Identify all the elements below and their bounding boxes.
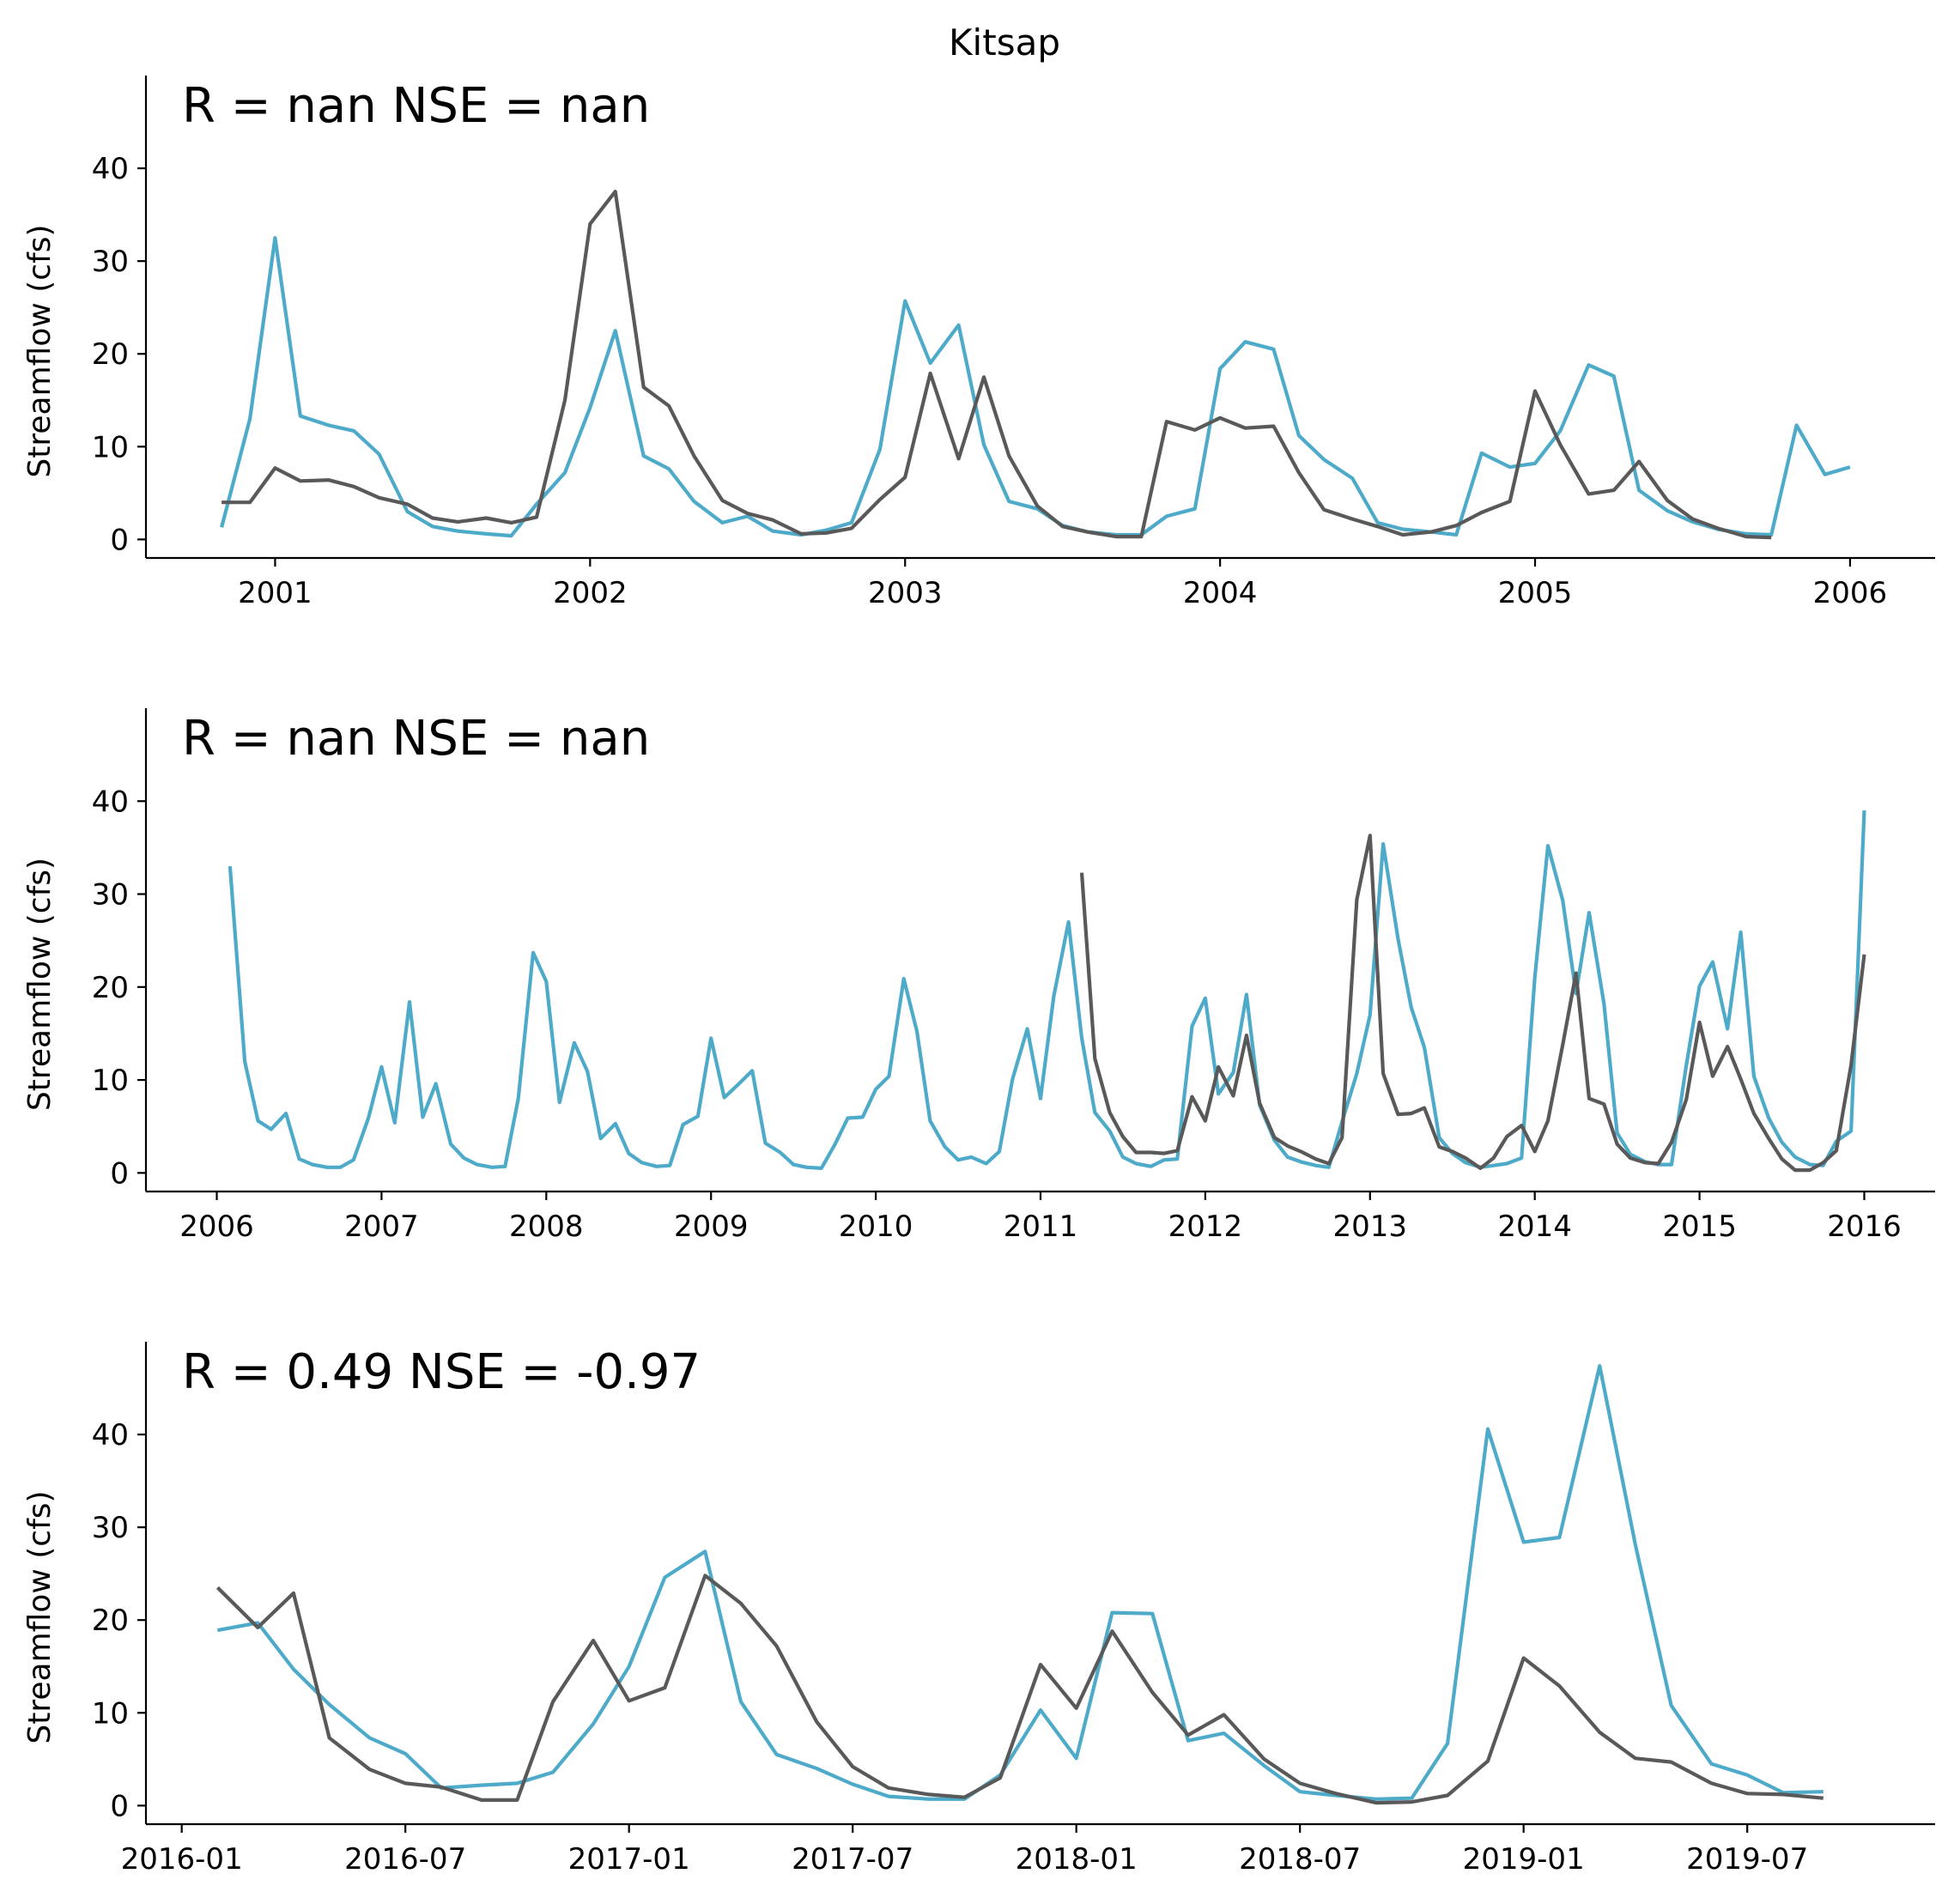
chart-panel-3: 0 10 20 30 40 2016-01 2016-07 2017-01 2017-07 201… xyxy=(22,1342,1935,1877)
chart-panel-1: 0 10 20 30 40 2001 2002 2003 2004 2005 2006 Streamf… xyxy=(22,76,1935,610)
y-tick-label: 30 xyxy=(92,878,129,913)
x-tick-label: 2011 xyxy=(1004,1210,1078,1244)
x-tick-label: 2013 xyxy=(1333,1210,1408,1244)
y-tick-label: 40 xyxy=(92,152,129,186)
y-tick-label: 40 xyxy=(92,1418,129,1452)
x-tick-label: 2019-07 xyxy=(1686,1842,1808,1877)
series-line-observed xyxy=(215,1574,1824,1805)
y-tick-label: 10 xyxy=(92,1064,129,1098)
x-tick-label: 2002 xyxy=(553,576,628,610)
x-tick-label: 2019-01 xyxy=(1463,1842,1585,1877)
y-tick-label: 40 xyxy=(92,785,129,819)
x-tick-label: 2006 xyxy=(1813,576,1888,610)
series-line-simulated xyxy=(217,1363,1824,1801)
y-tick-label: 30 xyxy=(92,1511,129,1545)
stats-annotation: R = nan NSE = nan xyxy=(182,78,650,134)
stats-annotation: R = 0.49 NSE = -0.97 xyxy=(182,1344,701,1400)
x-tick-label: 2016-07 xyxy=(344,1842,466,1877)
y-tick-label: 10 xyxy=(92,430,129,464)
y-tick-label: 0 xyxy=(110,1789,129,1823)
x-tick-label: 2018-07 xyxy=(1239,1842,1361,1877)
x-tick-label: 2001 xyxy=(238,576,313,610)
series-line-observed xyxy=(221,190,1772,540)
x-tick-label: 2005 xyxy=(1498,576,1573,610)
y-tick-label: 20 xyxy=(92,337,129,372)
y-axis-label: Streamflow (cfs) xyxy=(22,224,58,477)
y-tick-label: 0 xyxy=(110,523,129,557)
x-tick-label: 2003 xyxy=(868,576,943,610)
y-tick-label: 30 xyxy=(92,245,129,279)
y-tick-label: 20 xyxy=(92,971,129,1005)
stats-annotation: R = nan NSE = nan xyxy=(182,711,650,767)
x-tick-label: 2006 xyxy=(179,1210,254,1244)
x-tick-label: 2012 xyxy=(1168,1210,1243,1244)
x-tick-label: 2015 xyxy=(1662,1210,1737,1244)
panels: 0 10 20 30 40 2001 2002 2003 2004 2005 2006 Streamf… xyxy=(22,76,1935,1877)
x-tick-label: 2004 xyxy=(1183,576,1258,610)
x-tick-label: 2016-01 xyxy=(121,1842,243,1877)
series-line-simulated xyxy=(228,810,1866,1171)
x-tick-label: 2007 xyxy=(344,1210,419,1244)
figure-title: Kitsap xyxy=(949,21,1060,64)
x-tick-label: 2017-07 xyxy=(792,1842,913,1877)
x-tick-label: 2018-01 xyxy=(1016,1842,1138,1877)
series-line-simulated xyxy=(220,236,1851,538)
series-line-observed xyxy=(1079,834,1866,1173)
x-tick-label: 2010 xyxy=(839,1210,913,1244)
x-tick-label: 2014 xyxy=(1497,1210,1572,1244)
y-tick-label: 0 xyxy=(110,1156,129,1191)
x-tick-label: 2016 xyxy=(1827,1210,1902,1244)
x-tick-label: 2009 xyxy=(674,1210,749,1244)
chart-panel-2: 0 10 20 30 40 2006 2007 2008 2009 2010 2011 2012 201… xyxy=(22,708,1935,1244)
y-tick-label: 20 xyxy=(92,1604,129,1638)
x-tick-label: 2008 xyxy=(509,1210,584,1244)
y-axis-label: Streamflow (cfs) xyxy=(22,1490,58,1743)
y-axis-label: Streamflow (cfs) xyxy=(22,858,58,1111)
y-tick-label: 10 xyxy=(92,1696,129,1731)
x-tick-label: 2017-01 xyxy=(568,1842,690,1877)
